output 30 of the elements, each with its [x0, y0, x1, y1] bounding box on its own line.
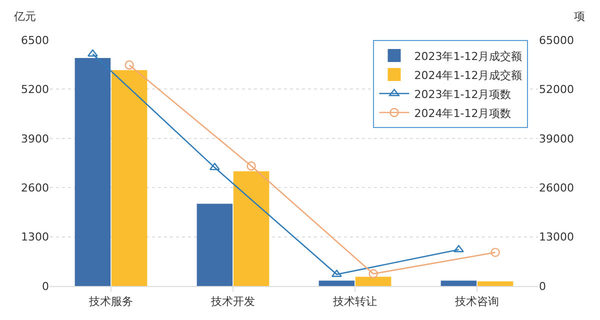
x-tick-label: 技术开发: [210, 295, 255, 308]
y2-tick-label: 0: [539, 280, 546, 293]
bar: [477, 281, 514, 286]
bar: [440, 280, 477, 286]
y-axis-title: 亿元: [13, 10, 36, 23]
y2-tick-label: 13000: [539, 230, 574, 244]
x-tick-label: 技术咨询: [454, 295, 499, 308]
legend-label: 2023年1-12月项数: [414, 88, 512, 101]
legend-label: 2024年1-12月成交额: [414, 68, 522, 82]
y2-tick-label: 65000: [539, 34, 574, 47]
y-tick-label: 2600: [21, 181, 49, 194]
x-tick-label: 技术转让: [332, 295, 377, 308]
y-tick-label: 6500: [21, 34, 49, 47]
y-tick-label: 5200: [21, 83, 49, 96]
bar: [355, 276, 392, 286]
y2-axis-title: 项: [574, 10, 585, 23]
bar: [233, 171, 270, 286]
x-tick-label: 技术服务: [88, 295, 133, 308]
y-tick-label: 1300: [21, 230, 49, 244]
legend-label: 2023年1-12月成交额: [414, 50, 522, 63]
bar: [74, 58, 111, 286]
y2-tick-label: 52000: [539, 83, 574, 96]
y-tick-label: 0: [42, 280, 49, 293]
y2-tick-label: 39000: [539, 132, 574, 146]
y-tick-label: 3900: [21, 132, 49, 146]
bar: [318, 280, 355, 286]
bar: [196, 204, 233, 286]
y2-tick-label: 26000: [539, 181, 574, 194]
legend-label: 2024年1-12月项数: [414, 106, 512, 120]
bar: [111, 70, 148, 286]
